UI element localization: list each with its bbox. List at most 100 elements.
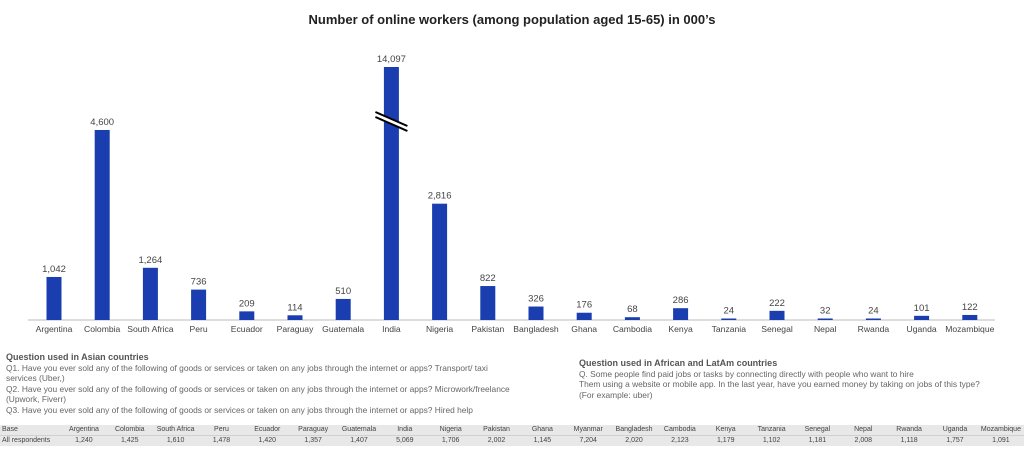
base-count-cell: 2,002 xyxy=(487,437,506,444)
base-count-cell: 2,020 xyxy=(625,437,643,444)
base-count-cell: 1,179 xyxy=(716,437,735,444)
base-count-cell: 1,181 xyxy=(808,437,827,444)
data-label: 286 xyxy=(673,295,689,306)
data-label: 68 xyxy=(627,304,638,315)
base-country-header: Cambodia xyxy=(656,425,703,436)
data-label: 114 xyxy=(287,302,302,313)
x-tick-label: Peru xyxy=(190,324,208,334)
base-count-cell: 2,008 xyxy=(854,437,873,444)
base-values-row: All respondents 1,240 1,425 1,610 1,478 1,42… xyxy=(0,436,1024,447)
base-country-header: Rwanda xyxy=(886,425,933,436)
base-country-header: Tanzania xyxy=(748,425,795,436)
bar-cambodia xyxy=(624,317,640,320)
africa-latam-questions: Question used in African and LatAm count… xyxy=(579,358,1019,400)
base-country-header: Peru xyxy=(198,425,245,436)
base-count-cell: 1,102 xyxy=(762,437,781,444)
x-tick-label: Mozambique xyxy=(945,324,994,334)
bar-chart: 1,042 Argentina 4,600 Colombia 1,264 South Af… xyxy=(28,54,995,334)
base-country-header: Nepal xyxy=(840,425,887,436)
data-label: 736 xyxy=(191,277,207,288)
base-country-header: Nigeria xyxy=(427,425,474,436)
base-count-cell: 1,610 xyxy=(166,437,185,444)
data-label: 510 xyxy=(335,286,351,297)
data-label: 222 xyxy=(769,298,785,309)
bar-tanzania xyxy=(721,318,737,320)
base-count-cell: 1,757 xyxy=(946,437,964,444)
data-label: 1,264 xyxy=(139,255,163,266)
asia-question-line: Q3. Have you ever sold any of the follow… xyxy=(6,404,473,415)
x-tick-label: Cambodia xyxy=(613,324,652,334)
base-country-header: Colombia xyxy=(106,425,153,436)
base-country-header: Pakistan xyxy=(473,425,520,436)
base-country-header: India xyxy=(381,425,428,436)
bar-ecuador xyxy=(239,311,255,320)
asia-question-line: (Upwork, Fiverr) xyxy=(6,394,67,405)
base-country-header: Kenya xyxy=(702,425,749,436)
data-label: 14,097 xyxy=(377,54,406,65)
data-label: 2,816 xyxy=(428,191,452,202)
bar-argentina xyxy=(46,276,62,320)
base-country-header: Uganda xyxy=(932,425,978,436)
x-tick-label: Bangladesh xyxy=(513,324,559,334)
africa-question-line: (For example: uber) xyxy=(579,389,653,400)
asia-question-line: Q2. Have you ever sold any of the follow… xyxy=(6,383,510,394)
base-count-cell: 1,478 xyxy=(212,437,231,444)
base-country-header: Ghana xyxy=(519,425,566,436)
bar-rwanda xyxy=(865,318,881,320)
asia-questions: Question used in Asian countries Q1. Hav… xyxy=(6,352,566,416)
bar-colombia xyxy=(94,130,110,320)
x-tick-label: Pakistan xyxy=(471,324,504,334)
x-tick-label: Ecuador xyxy=(231,324,263,334)
x-tick-label: Nepal xyxy=(814,324,837,334)
chart-title: Number of online workers (among populati… xyxy=(308,12,716,27)
base-count-cell: 1,420 xyxy=(258,437,277,444)
base-count-cell: 5,069 xyxy=(396,437,414,444)
base-count-cell: 1,118 xyxy=(900,437,918,444)
axis-break-gap xyxy=(375,112,408,131)
data-label: 122 xyxy=(962,302,978,313)
base-country-header: Paraguay xyxy=(290,425,337,436)
bar-paraguay xyxy=(287,315,303,320)
base-country-header: South Africa xyxy=(152,425,199,436)
data-label: 1,042 xyxy=(42,264,66,275)
x-tick-label: Rwanda xyxy=(858,324,890,334)
base-country-header: Ecuador xyxy=(244,425,291,436)
asia-question-line: Q1. Have you ever sold any of the follow… xyxy=(6,362,488,373)
base-country-header: Mozambique xyxy=(977,425,1024,436)
base-country-header: Bangladesh xyxy=(611,425,657,436)
base-count-cell: 1,706 xyxy=(441,437,460,444)
x-tick-label: Uganda xyxy=(907,324,937,334)
data-label: 4,600 xyxy=(90,117,114,128)
bar-nepal xyxy=(817,318,833,320)
africa-question-line: Q. Some people find paid jobs or tasks b… xyxy=(579,368,914,379)
bar-bangladesh xyxy=(528,306,544,320)
base-country-header: Myanmar xyxy=(565,425,612,436)
data-label: 32 xyxy=(820,306,831,317)
data-label: 101 xyxy=(914,303,930,314)
x-tick-label: India xyxy=(382,324,401,334)
base-count-cell: 1,425 xyxy=(121,437,139,444)
x-tick-label: Senegal xyxy=(761,324,793,334)
base-count-cell: 7,204 xyxy=(579,437,597,444)
x-tick-label: Guatemala xyxy=(322,324,364,334)
base-country-header: Guatemala xyxy=(336,425,382,436)
axis-break-mark xyxy=(374,116,408,132)
asia-questions-heading: Question used in Asian countries xyxy=(6,352,149,362)
data-label: 209 xyxy=(239,298,255,309)
x-tick-label: Kenya xyxy=(668,324,693,334)
data-label: 24 xyxy=(724,306,735,317)
x-tick-label: Tanzania xyxy=(712,324,747,334)
base-count-cell: 1,407 xyxy=(350,437,368,444)
africa-question-line: Them using a website or mobile app. In t… xyxy=(579,379,980,390)
data-label: 24 xyxy=(868,306,879,317)
base-table: Base Argentina Colombia South Africa Peru Ec… xyxy=(0,425,1024,446)
data-label: 822 xyxy=(480,273,496,284)
base-count-cell: 1,240 xyxy=(75,437,93,444)
bar-senegal xyxy=(769,310,785,320)
axis-break-mark xyxy=(374,111,408,127)
base-row-label: Base xyxy=(0,425,61,436)
x-tick-label: Ghana xyxy=(571,324,597,334)
bar-guatemala xyxy=(335,298,351,320)
base-country-header: Argentina xyxy=(61,425,107,436)
base-count-cell: 1,145 xyxy=(533,437,552,444)
